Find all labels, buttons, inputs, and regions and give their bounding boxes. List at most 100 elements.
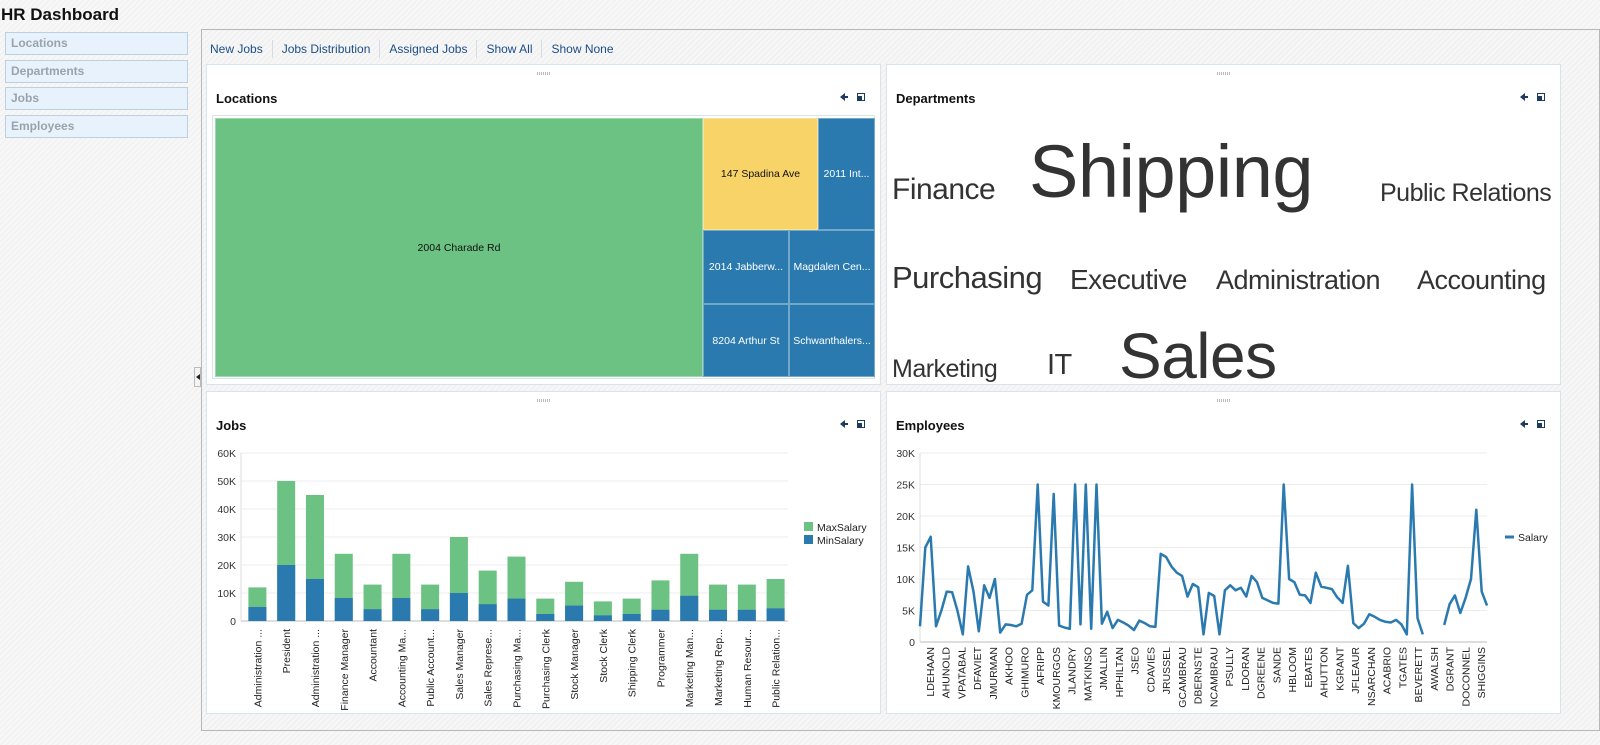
- bar-min-salary[interactable]: [363, 609, 382, 621]
- x-tick-label: Sales Represe...: [483, 629, 495, 707]
- back-arrow-icon[interactable]: [1520, 93, 1528, 101]
- x-tick-label: JSEO: [1130, 647, 1142, 674]
- x-tick-label: AFRIPP: [1035, 647, 1047, 685]
- locations-treemap: 2004 Charade Rd 147 Spadina Ave 2011 Int…: [212, 115, 875, 379]
- legend-label[interactable]: Salary: [1518, 532, 1549, 544]
- bar-min-salary[interactable]: [449, 593, 468, 621]
- bar-min-salary[interactable]: [709, 609, 728, 621]
- bar-min-salary[interactable]: [680, 595, 699, 621]
- dashboard-main: New Jobs Jobs Distribution Assigned Jobs…: [201, 29, 1600, 731]
- bar-min-salary[interactable]: [536, 614, 555, 621]
- tag-executive[interactable]: Executive: [1070, 264, 1187, 295]
- drag-grip-icon[interactable]: [1216, 399, 1231, 402]
- y-tick-label: 20K: [896, 511, 915, 523]
- bar-min-salary[interactable]: [421, 609, 440, 621]
- treemap-cell[interactable]: Schwanthalers...: [789, 304, 875, 377]
- y-tick-label: 10K: [896, 574, 915, 586]
- x-tick-label: CDAVIES: [1145, 647, 1157, 692]
- x-tick-label: AHUTTON: [1319, 647, 1331, 698]
- x-tick-label: Stock Clerk: [598, 628, 610, 682]
- new-jobs-link[interactable]: New Jobs: [210, 42, 263, 56]
- legend-label[interactable]: MinSalary: [817, 535, 864, 547]
- maximize-icon[interactable]: [857, 420, 865, 428]
- maximize-icon[interactable]: [1537, 93, 1545, 101]
- bar-min-salary[interactable]: [651, 609, 670, 621]
- legend-label[interactable]: MaxSalary: [817, 522, 867, 534]
- bar-min-salary[interactable]: [766, 608, 785, 621]
- bar-min-salary[interactable]: [334, 598, 353, 621]
- employees-line-chart: 0 5K 10K 15K 20K 25K 30K LDEHAAN AHUNOLD VPATABAL…: [896, 448, 1549, 709]
- jobs-distribution-link[interactable]: Jobs Distribution: [271, 40, 380, 58]
- drag-grip-icon[interactable]: [536, 72, 551, 75]
- collapse-sidebar-handle[interactable]: [194, 367, 201, 387]
- tag-marketing[interactable]: Marketing: [892, 355, 998, 383]
- treemap-cell[interactable]: 2011 Int...: [818, 118, 875, 230]
- drag-grip-icon[interactable]: [536, 399, 551, 402]
- bar-min-salary[interactable]: [737, 609, 756, 621]
- bar-min-salary[interactable]: [565, 605, 584, 621]
- sidebar-item-locations[interactable]: Locations: [5, 32, 188, 55]
- cell-label: 2004 Charade Rd: [417, 241, 501, 254]
- bar-min-salary[interactable]: [248, 607, 267, 621]
- x-tick-label: JLANDRY: [1067, 647, 1079, 695]
- y-tick-label: 0: [909, 637, 915, 649]
- bar-min-salary[interactable]: [392, 598, 411, 621]
- x-tick-label: BEVERETT: [1413, 646, 1425, 702]
- bar-min-salary[interactable]: [478, 604, 497, 621]
- x-tick-label: Finance Manager: [339, 629, 351, 711]
- sidebar-item-departments[interactable]: Departments: [5, 59, 188, 83]
- y-tick-label: 20K: [217, 560, 236, 572]
- x-tick-label: Sales Manager: [454, 628, 466, 699]
- treemap-cell[interactable]: 2014 Jabberw...: [703, 230, 789, 304]
- panel-title: Employees: [896, 418, 965, 433]
- salary-line[interactable]: [918, 483, 1489, 636]
- x-tick-label: JRUSSEL: [1161, 647, 1173, 694]
- maximize-icon[interactable]: [857, 93, 865, 101]
- legend-swatch: [804, 535, 813, 544]
- tag-accounting[interactable]: Accounting: [1417, 265, 1546, 295]
- bar-min-salary[interactable]: [277, 565, 296, 621]
- tag-it[interactable]: IT: [1047, 349, 1072, 381]
- x-tick-label: Human Resour...: [742, 629, 754, 708]
- treemap-cell[interactable]: 2004 Charade Rd: [215, 118, 703, 377]
- assigned-jobs-link[interactable]: Assigned Jobs: [379, 40, 476, 58]
- x-tick-label: DBERNSTE: [1193, 647, 1205, 704]
- x-tick-label: KMOURGOS: [1051, 647, 1063, 709]
- x-tick-label: PSULLY: [1224, 647, 1236, 687]
- treemap-cell[interactable]: 8204 Arthur St: [703, 304, 789, 377]
- y-tick-label: 5K: [902, 606, 915, 618]
- tag-sales[interactable]: Sales: [1119, 320, 1277, 385]
- tag-shipping[interactable]: Shipping: [1029, 130, 1314, 213]
- bar-min-salary[interactable]: [305, 579, 324, 621]
- bar-min-salary[interactable]: [507, 598, 526, 621]
- back-arrow-icon[interactable]: [1520, 420, 1528, 428]
- treemap-cell[interactable]: Magdalen Cen...: [789, 230, 875, 304]
- show-all-link[interactable]: Show All: [476, 40, 541, 58]
- y-tick-label: 30K: [896, 448, 915, 460]
- x-tick-label: NSARCHAN: [1366, 647, 1378, 706]
- tag-purchasing[interactable]: Purchasing: [892, 260, 1043, 295]
- x-tick-label: Purchasing Clerk: [540, 628, 552, 709]
- y-tick-label: 15K: [896, 543, 915, 555]
- x-tick-label: AKHOO: [1004, 647, 1016, 685]
- jobs-stacked-bar-chart: 0 10K 20K 30K 40K 50K 60K Administration ... Pre…: [217, 448, 867, 711]
- show-none-link[interactable]: Show None: [541, 40, 622, 58]
- panel-title: Departments: [896, 91, 976, 106]
- sidebar-item-employees[interactable]: Employees: [5, 114, 188, 138]
- tag-finance[interactable]: Finance: [892, 173, 996, 206]
- sidebar-item-jobs[interactable]: Jobs: [5, 87, 188, 110]
- back-arrow-icon[interactable]: [840, 420, 848, 428]
- treemap-cell[interactable]: 147 Spadina Ave: [703, 118, 818, 230]
- bar-min-salary[interactable]: [622, 614, 641, 621]
- x-tick-label: Accountant: [368, 629, 380, 682]
- legend-swatch: [804, 522, 813, 531]
- tag-public-relations[interactable]: Public Relations: [1380, 179, 1552, 207]
- bar-min-salary[interactable]: [593, 615, 612, 621]
- x-tick-label: TGATES: [1397, 647, 1409, 688]
- maximize-icon[interactable]: [1537, 420, 1545, 428]
- back-arrow-icon[interactable]: [840, 93, 848, 101]
- tag-administration[interactable]: Administration: [1216, 265, 1381, 295]
- app-title: HR Dashboard: [1, 5, 120, 24]
- drag-grip-icon[interactable]: [1216, 72, 1231, 75]
- x-tick-label: DGRANT: [1445, 646, 1457, 691]
